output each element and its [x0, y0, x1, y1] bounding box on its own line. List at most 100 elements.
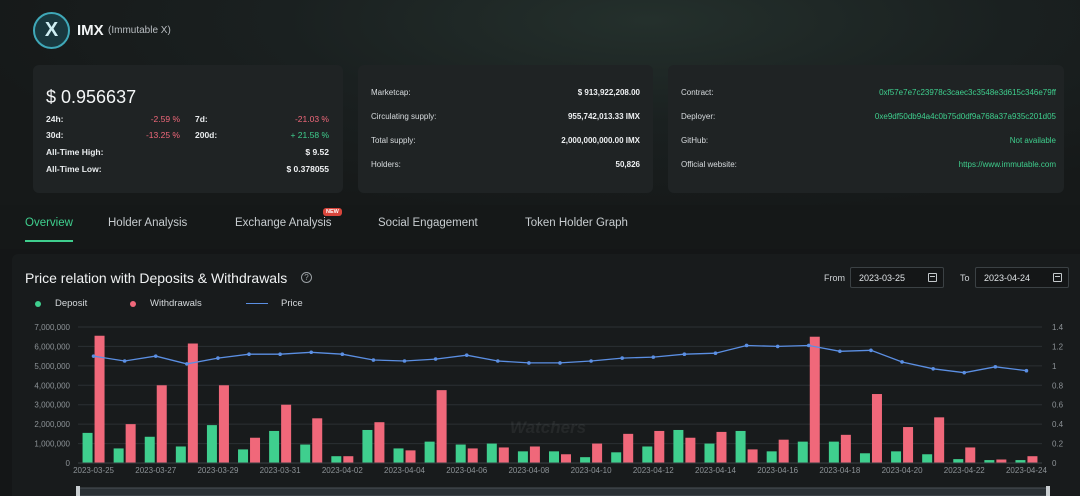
- deposit-bar: [642, 446, 653, 463]
- price-point: [806, 343, 811, 348]
- tab-overview[interactable]: Overview: [25, 217, 73, 229]
- withdrawal-bar: [467, 448, 478, 463]
- withdrawal-bar: [250, 437, 261, 463]
- y-right-tick-label: 0.6: [1052, 401, 1064, 410]
- deposit-bar: [922, 454, 933, 463]
- deposit-bar: [175, 446, 186, 463]
- withdrawal-bar: [125, 424, 136, 463]
- x-tick-label: 2023-04-12: [633, 466, 674, 475]
- price-point: [713, 351, 718, 356]
- change-30d-label: 30d:: [46, 130, 64, 140]
- price-point: [775, 344, 780, 349]
- x-tick-label: 2023-04-08: [508, 466, 549, 475]
- question-circle-icon[interactable]: ?: [301, 272, 312, 283]
- price-point: [433, 357, 438, 361]
- withdrawal-bar: [778, 439, 789, 463]
- price-point: [744, 343, 749, 348]
- deposit-bar: [735, 430, 746, 463]
- token-full-name: (Immutable X): [108, 25, 171, 36]
- price-point: [682, 352, 687, 357]
- holders-value: 50,826: [615, 160, 640, 169]
- withdrawal-bar: [654, 430, 665, 463]
- deposit-bar: [393, 448, 404, 463]
- contract-address-link[interactable]: 0xf57e7e7c23978c3caec3c3548e3d615c346e79…: [879, 88, 1056, 97]
- calendar-icon: [1053, 273, 1062, 282]
- withdrawal-bar: [405, 450, 416, 463]
- deposit-bar: [331, 456, 342, 463]
- y-left-tick-label: 5,000,000: [34, 362, 70, 371]
- price-point: [371, 358, 376, 362]
- from-date-picker[interactable]: 2023-03-25: [850, 267, 944, 288]
- watermark-text: Watchers: [510, 418, 586, 437]
- y-left-tick-label: 6,000,000: [34, 342, 70, 351]
- legend-price-marker: [246, 303, 268, 304]
- deposit-bar: [797, 441, 808, 463]
- withdrawal-bar: [996, 459, 1007, 463]
- withdrawal-bar: [747, 449, 758, 463]
- change-24h-label: 24h:: [46, 114, 64, 124]
- withdrawal-bar: [374, 422, 385, 463]
- deposit-bar: [144, 436, 155, 463]
- x-tick-label: 2023-03-25: [73, 466, 114, 475]
- tab-token-holder-graph[interactable]: Token Holder Graph: [525, 217, 628, 229]
- deposit-bar: [269, 430, 280, 463]
- to-date-picker[interactable]: 2023-04-24: [975, 267, 1069, 288]
- withdrawal-bar: [156, 385, 167, 463]
- x-tick-label: 2023-04-20: [882, 466, 923, 475]
- website-label: Official website:: [681, 160, 737, 169]
- price-point: [931, 366, 935, 371]
- price-point: [278, 352, 282, 357]
- deposit-bar: [300, 444, 311, 463]
- y-right-tick-label: 0.4: [1052, 420, 1064, 429]
- change-24h-value: -2.59 %: [150, 114, 180, 124]
- deposit-bar: [704, 443, 715, 463]
- x-tick-label: 2023-04-16: [757, 466, 798, 475]
- deployer-address-link[interactable]: 0xe9df50db94a4c0b75d0df9a768a37a935c201d…: [874, 112, 1056, 121]
- ath-label: All-Time High:: [46, 147, 104, 157]
- deposit-bar: [517, 451, 528, 463]
- zoom-slider: [77, 487, 1049, 496]
- y-left-tick-label: 0: [66, 459, 71, 468]
- price-point: [838, 349, 842, 354]
- y-right-tick-label: 1: [1052, 362, 1057, 371]
- tab-bar: Overview Holder Analysis Exchange Analys…: [0, 205, 1080, 249]
- github-value: Not available: [1009, 136, 1056, 145]
- price-point: [247, 352, 251, 357]
- price-point: [1024, 368, 1029, 373]
- x-tick-label: 2023-03-31: [260, 466, 301, 475]
- withdrawal-bar: [685, 437, 696, 463]
- price-card: $ 0.956637 24h: -2.59 % 7d: -21.03 % 30d…: [33, 65, 343, 193]
- change-200d-value: + 21.58 %: [290, 130, 329, 140]
- tab-holder-analysis[interactable]: Holder Analysis: [108, 217, 188, 229]
- contract-card: Contract: 0xf57e7e7c23978c3caec3c3548e3d…: [668, 65, 1064, 193]
- from-label: From: [824, 273, 845, 283]
- price-point: [993, 365, 998, 369]
- tab-exchange-analysis[interactable]: Exchange Analysis: [235, 217, 332, 229]
- withdrawal-bar: [436, 390, 447, 463]
- withdrawal-bar: [871, 394, 882, 463]
- tab-social-engagement[interactable]: Social Engagement: [378, 217, 478, 229]
- zoom-slider-handle-left: [76, 486, 80, 496]
- price-point: [91, 354, 96, 358]
- legend-deposit[interactable]: Deposit: [55, 298, 88, 309]
- withdrawal-bar: [592, 443, 603, 463]
- legend-price[interactable]: Price: [281, 298, 303, 309]
- official-website-link[interactable]: https://www.immutable.com: [958, 160, 1056, 169]
- withdrawal-bar: [343, 456, 354, 463]
- x-tick-label: 2023-04-14: [695, 466, 736, 475]
- calendar-icon: [928, 273, 937, 282]
- price-line: [93, 344, 1027, 374]
- to-label: To: [960, 273, 970, 283]
- price-point: [122, 359, 127, 363]
- deposit-bar: [828, 441, 839, 463]
- price-point: [620, 356, 624, 360]
- circulating-supply-label: Circulating supply:: [371, 112, 437, 121]
- from-date-value: 2023-03-25: [859, 273, 906, 283]
- price-point: [309, 350, 314, 355]
- ath-value: $ 9.52: [305, 147, 329, 157]
- contract-label: Contract:: [681, 88, 714, 97]
- x-tick-label: 2023-04-18: [819, 466, 860, 475]
- legend-withdrawals[interactable]: Withdrawals: [150, 298, 202, 309]
- token-symbol: IMX: [77, 22, 104, 39]
- deposit-bar: [984, 460, 995, 463]
